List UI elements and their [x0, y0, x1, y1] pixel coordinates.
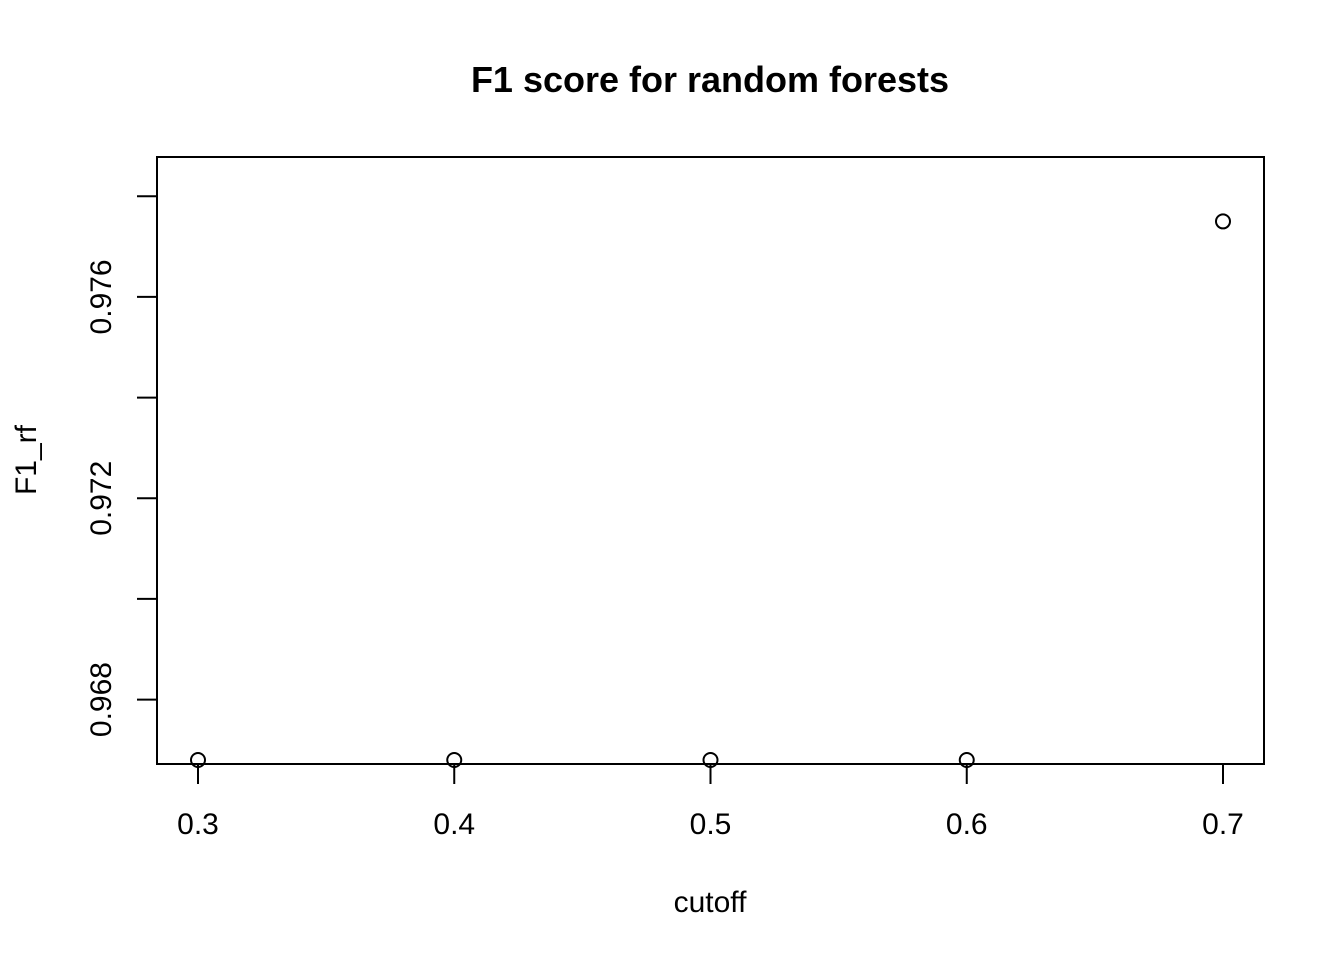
y-axis-label: F1_rf [10, 424, 43, 495]
x-tick-label: 0.7 [1202, 808, 1244, 841]
x-tick-label: 0.5 [690, 808, 732, 841]
data-points [190, 213, 1231, 768]
y-axis: 0.968 0.972 0.976 [85, 195, 158, 737]
x-tick-label: 0.3 [177, 808, 219, 841]
data-point [446, 751, 463, 768]
data-point [702, 751, 719, 768]
x-tick-label: 0.6 [946, 808, 988, 841]
plot-frame [156, 156, 1265, 765]
y-tick-label: 0.972 [85, 461, 118, 536]
y-tick-label: 0.968 [85, 662, 118, 737]
x-axis-label: cutoff [674, 886, 747, 919]
x-tick-label: 0.4 [433, 808, 475, 841]
chart-title: F1 score for random forests [471, 59, 949, 100]
data-point [958, 751, 975, 768]
y-tick-label: 0.976 [85, 259, 118, 334]
data-point [190, 751, 206, 768]
data-point [1215, 213, 1231, 230]
x-axis: 0.3 0.4 0.5 0.6 0.7 [177, 763, 1244, 841]
